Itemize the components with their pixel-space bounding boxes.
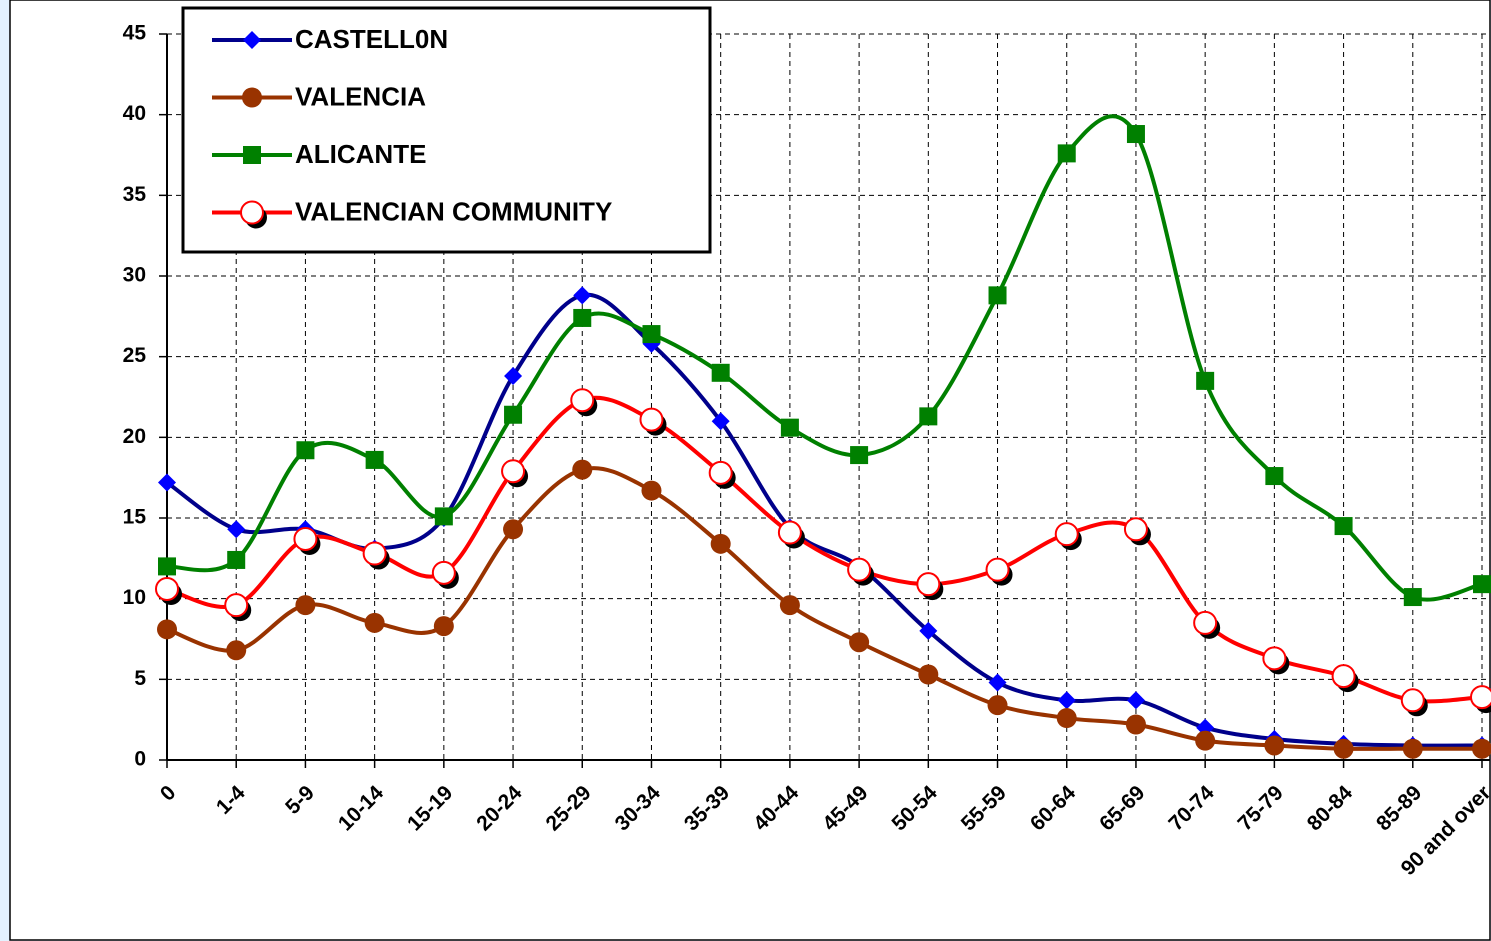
legend-label: ALICANTE [295, 139, 426, 169]
marker [1400, 688, 1425, 713]
marker [365, 450, 384, 469]
marker [1195, 730, 1216, 751]
marker [919, 621, 938, 640]
marker [711, 363, 730, 382]
marker [642, 325, 661, 344]
marker [988, 673, 1007, 692]
marker [243, 146, 261, 164]
marker [1331, 664, 1356, 689]
marker [918, 664, 939, 685]
marker [158, 557, 176, 576]
marker [224, 593, 249, 618]
marker [1473, 575, 1491, 594]
series-lines [155, 114, 1491, 759]
marker [573, 286, 592, 305]
y-tick-label: 40 [123, 102, 146, 125]
marker [1057, 144, 1076, 163]
marker [780, 418, 799, 437]
marker [504, 367, 523, 386]
marker [1403, 588, 1422, 607]
marker [1470, 685, 1491, 710]
marker [295, 595, 316, 616]
marker [364, 612, 385, 633]
marker [433, 616, 454, 637]
y-tick-label: 20 [123, 425, 146, 448]
marker [1054, 522, 1079, 547]
legend: CASTELL0N VALENCIA ALICANTE VALENCIAN COMMU… [181, 6, 712, 254]
marker [849, 632, 870, 653]
marker [1334, 517, 1353, 536]
marker [1126, 125, 1145, 144]
marker [501, 459, 526, 484]
y-tick-label: 5 [134, 667, 146, 690]
marker [987, 695, 1008, 716]
marker [1125, 714, 1146, 735]
marker [362, 541, 387, 566]
marker [1196, 371, 1215, 390]
marker [572, 459, 593, 480]
legend-label: CASTELL0N [295, 24, 448, 54]
marker [711, 412, 730, 431]
y-tick-label: 0 [134, 748, 146, 771]
marker [227, 520, 246, 539]
y-tick-label: 35 [123, 183, 147, 206]
marker [985, 557, 1010, 582]
y-tick-label: 30 [123, 264, 146, 287]
marker [431, 560, 456, 585]
marker [1402, 738, 1423, 759]
marker [504, 405, 523, 424]
marker [916, 572, 941, 597]
marker [850, 446, 869, 465]
marker [639, 407, 664, 432]
marker [1265, 467, 1284, 486]
y-tick-label: 45 [123, 22, 147, 45]
marker [777, 520, 802, 545]
marker [242, 87, 262, 108]
marker [155, 576, 179, 601]
legend-label: VALENCIAN COMMUNITY [295, 196, 612, 226]
marker [919, 407, 938, 426]
marker [503, 519, 524, 540]
marker [1056, 708, 1077, 729]
marker [1057, 691, 1076, 710]
marker [1333, 738, 1354, 759]
marker [226, 640, 247, 661]
marker [434, 507, 453, 526]
marker [243, 31, 261, 49]
legend-label: VALENCIA [295, 81, 426, 111]
y-tick-label: 10 [123, 586, 146, 609]
marker [641, 480, 662, 501]
marker [988, 286, 1007, 305]
marker [240, 200, 264, 225]
marker [1264, 735, 1285, 756]
y-tick-label: 25 [123, 344, 147, 367]
marker [296, 441, 315, 460]
marker [1262, 646, 1287, 671]
marker [708, 460, 733, 485]
marker [570, 388, 595, 413]
marker [227, 550, 246, 569]
marker [1126, 691, 1145, 710]
marker [1193, 610, 1218, 635]
marker [1472, 738, 1491, 759]
marker [293, 526, 318, 551]
marker [779, 595, 800, 616]
y-tick-label: 15 [123, 506, 147, 529]
marker [1123, 517, 1148, 542]
marker [847, 557, 872, 582]
marker [157, 619, 177, 640]
marker [573, 308, 592, 327]
marker [710, 533, 731, 554]
marker [158, 473, 176, 492]
